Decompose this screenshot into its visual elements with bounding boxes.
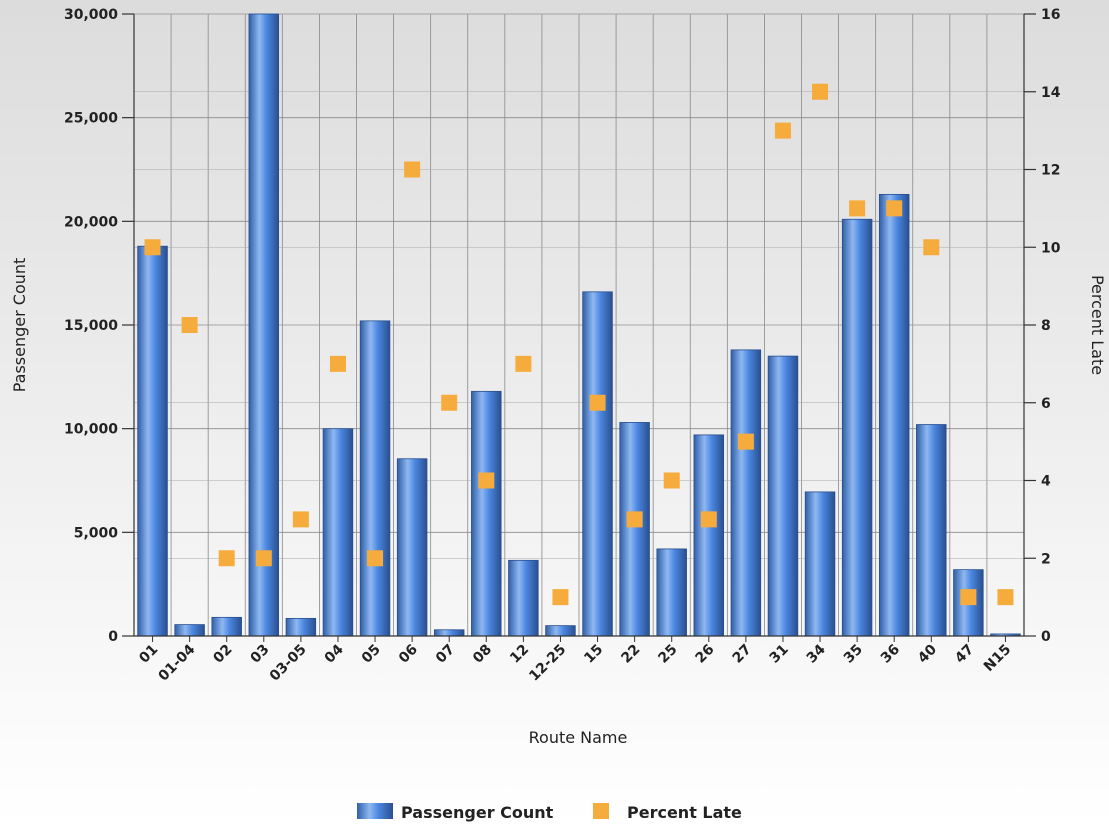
bar-04 <box>322 428 354 637</box>
point-15 <box>589 394 606 411</box>
point-series <box>144 83 1014 606</box>
bar-12-25 <box>545 625 576 637</box>
point-01 <box>144 239 161 256</box>
y-axis-title: Passenger Count <box>10 258 29 393</box>
point-05 <box>367 550 384 567</box>
left-tick-label: 0 <box>108 629 118 645</box>
left-tick-label: 20,000 <box>64 214 118 230</box>
right-tick-label: 14 <box>1041 85 1061 101</box>
legend-label-passenger-count: Passenger Count <box>401 803 554 822</box>
point-12-25 <box>552 589 569 606</box>
legend-swatch-passenger-count <box>357 803 393 819</box>
bar-03 <box>248 13 280 637</box>
point-03-05 <box>292 511 309 528</box>
point-35 <box>849 200 866 217</box>
bar-31 <box>767 355 799 637</box>
bar-05 <box>359 320 391 637</box>
bar-36 <box>878 193 910 637</box>
gridlines <box>133 13 1025 637</box>
left-tick-label: 30,000 <box>64 7 118 23</box>
point-01-04 <box>181 317 198 333</box>
point-47 <box>960 589 977 606</box>
right-tick-label: 8 <box>1041 318 1051 334</box>
point-04 <box>329 355 346 372</box>
right-tick-label: 10 <box>1041 240 1061 256</box>
right-tick-label: 0 <box>1041 629 1051 645</box>
point-02 <box>218 550 235 567</box>
y2-axis-title: Percent Late <box>1088 275 1107 375</box>
point-22 <box>626 511 643 528</box>
point-06 <box>404 161 421 178</box>
bar-01-04 <box>174 624 205 637</box>
left-tick-labels: 0 5,000 10,000 15,000 20,000 25,000 30,000 <box>64 7 134 645</box>
bar-40 <box>916 424 947 637</box>
left-tick-label: 10,000 <box>64 422 118 438</box>
point-25 <box>663 472 680 489</box>
point-34 <box>812 83 829 100</box>
bar-02 <box>211 616 242 637</box>
point-26 <box>700 511 717 528</box>
bar-12 <box>508 559 539 637</box>
bar-series <box>137 13 1021 637</box>
point-27 <box>737 433 754 450</box>
point-36 <box>886 200 903 217</box>
right-tick-label: 2 <box>1041 551 1051 567</box>
point-03 <box>255 550 272 567</box>
bar-25 <box>656 548 687 637</box>
right-tick-label: 4 <box>1041 474 1051 490</box>
point-N15 <box>997 589 1014 606</box>
legend-swatch-percent-late <box>593 803 609 819</box>
left-tick-label: 15,000 <box>64 318 118 334</box>
x-axis-title: Route Name <box>529 728 628 747</box>
legend-label-percent-late: Percent Late <box>627 803 742 822</box>
bar-06 <box>396 458 428 637</box>
point-31 <box>774 122 791 139</box>
bar-26 <box>693 434 725 637</box>
legend: Passenger Count Percent Late <box>357 803 742 822</box>
bar-22 <box>619 422 650 637</box>
point-07 <box>441 394 458 411</box>
bar-34 <box>804 491 836 637</box>
point-12 <box>515 355 532 372</box>
bar-35 <box>841 218 873 637</box>
bar-03-05 <box>285 617 317 637</box>
left-tick-label: 5,000 <box>74 525 119 541</box>
bar-08 <box>471 390 502 637</box>
point-40 <box>923 239 940 256</box>
point-08 <box>478 472 495 489</box>
right-tick-label: 6 <box>1041 396 1051 412</box>
left-tick-label: 25,000 <box>64 111 118 127</box>
bar-27 <box>730 349 762 637</box>
bar-15 <box>582 291 613 637</box>
right-tick-labels: 0 2 4 6 8 10 12 14 16 <box>1024 7 1061 645</box>
right-tick-label: 12 <box>1041 163 1060 179</box>
bar-01 <box>137 245 168 637</box>
right-tick-label: 16 <box>1041 7 1060 23</box>
bar-07 <box>433 629 465 637</box>
